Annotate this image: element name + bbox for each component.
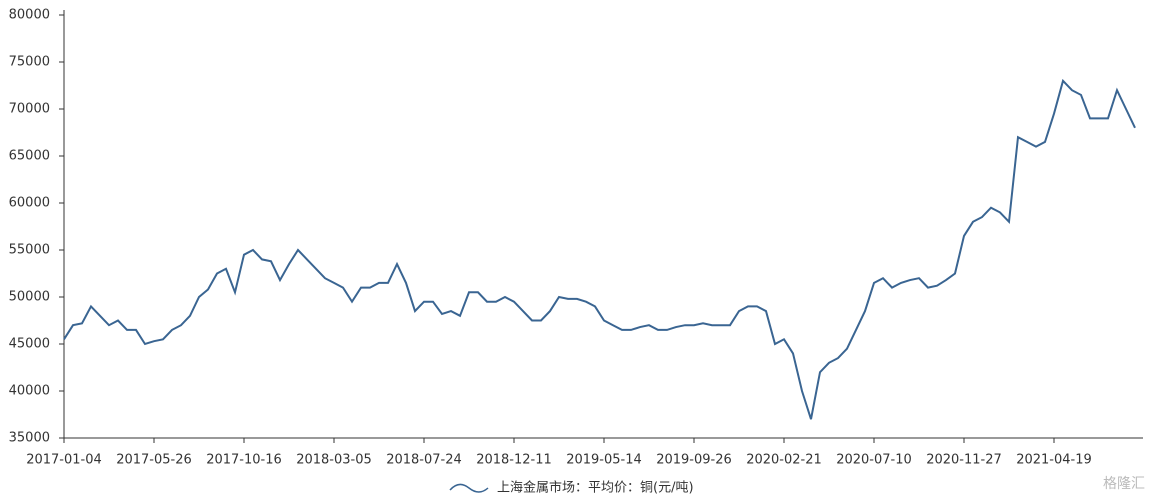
y-tick-label: 50000	[9, 290, 50, 305]
y-tick-label: 35000	[9, 431, 50, 446]
x-tick-label: 2021-04-19	[1016, 453, 1092, 468]
x-tick-label: 2020-02-21	[746, 453, 822, 468]
x-tick-label: 2017-10-16	[206, 453, 282, 468]
y-tick-label: 75000	[9, 55, 50, 70]
x-tick-label: 2017-05-26	[116, 453, 192, 468]
x-tick-label: 2019-09-26	[656, 453, 732, 468]
y-tick-label: 40000	[9, 384, 50, 399]
x-tick-label: 2020-11-27	[926, 453, 1002, 468]
legend-symbol	[449, 483, 489, 493]
line	[63, 78, 1136, 420]
watermark: 格隆汇	[1103, 476, 1145, 492]
legend-label: 上海金属市场：平均价：铜(元/吨)	[497, 480, 694, 496]
y-tick-label: 60000	[9, 196, 50, 211]
x-tick-label: 2019-05-14	[566, 453, 642, 468]
x-tick-label: 2018-12-11	[476, 453, 552, 468]
y-tick-label: 45000	[9, 337, 50, 352]
y-tick-label: 80000	[9, 8, 50, 23]
x-tick-label: 2018-07-24	[386, 453, 462, 468]
y-tick-label: 70000	[9, 102, 50, 117]
y-tick-label: 65000	[9, 149, 50, 164]
x-tick-label: 2020-07-10	[836, 453, 912, 468]
x-tick-label: 2018-03-05	[296, 453, 372, 468]
x-tick-label: 2017-01-04	[26, 453, 102, 468]
y-tick-label: 55000	[9, 243, 50, 258]
